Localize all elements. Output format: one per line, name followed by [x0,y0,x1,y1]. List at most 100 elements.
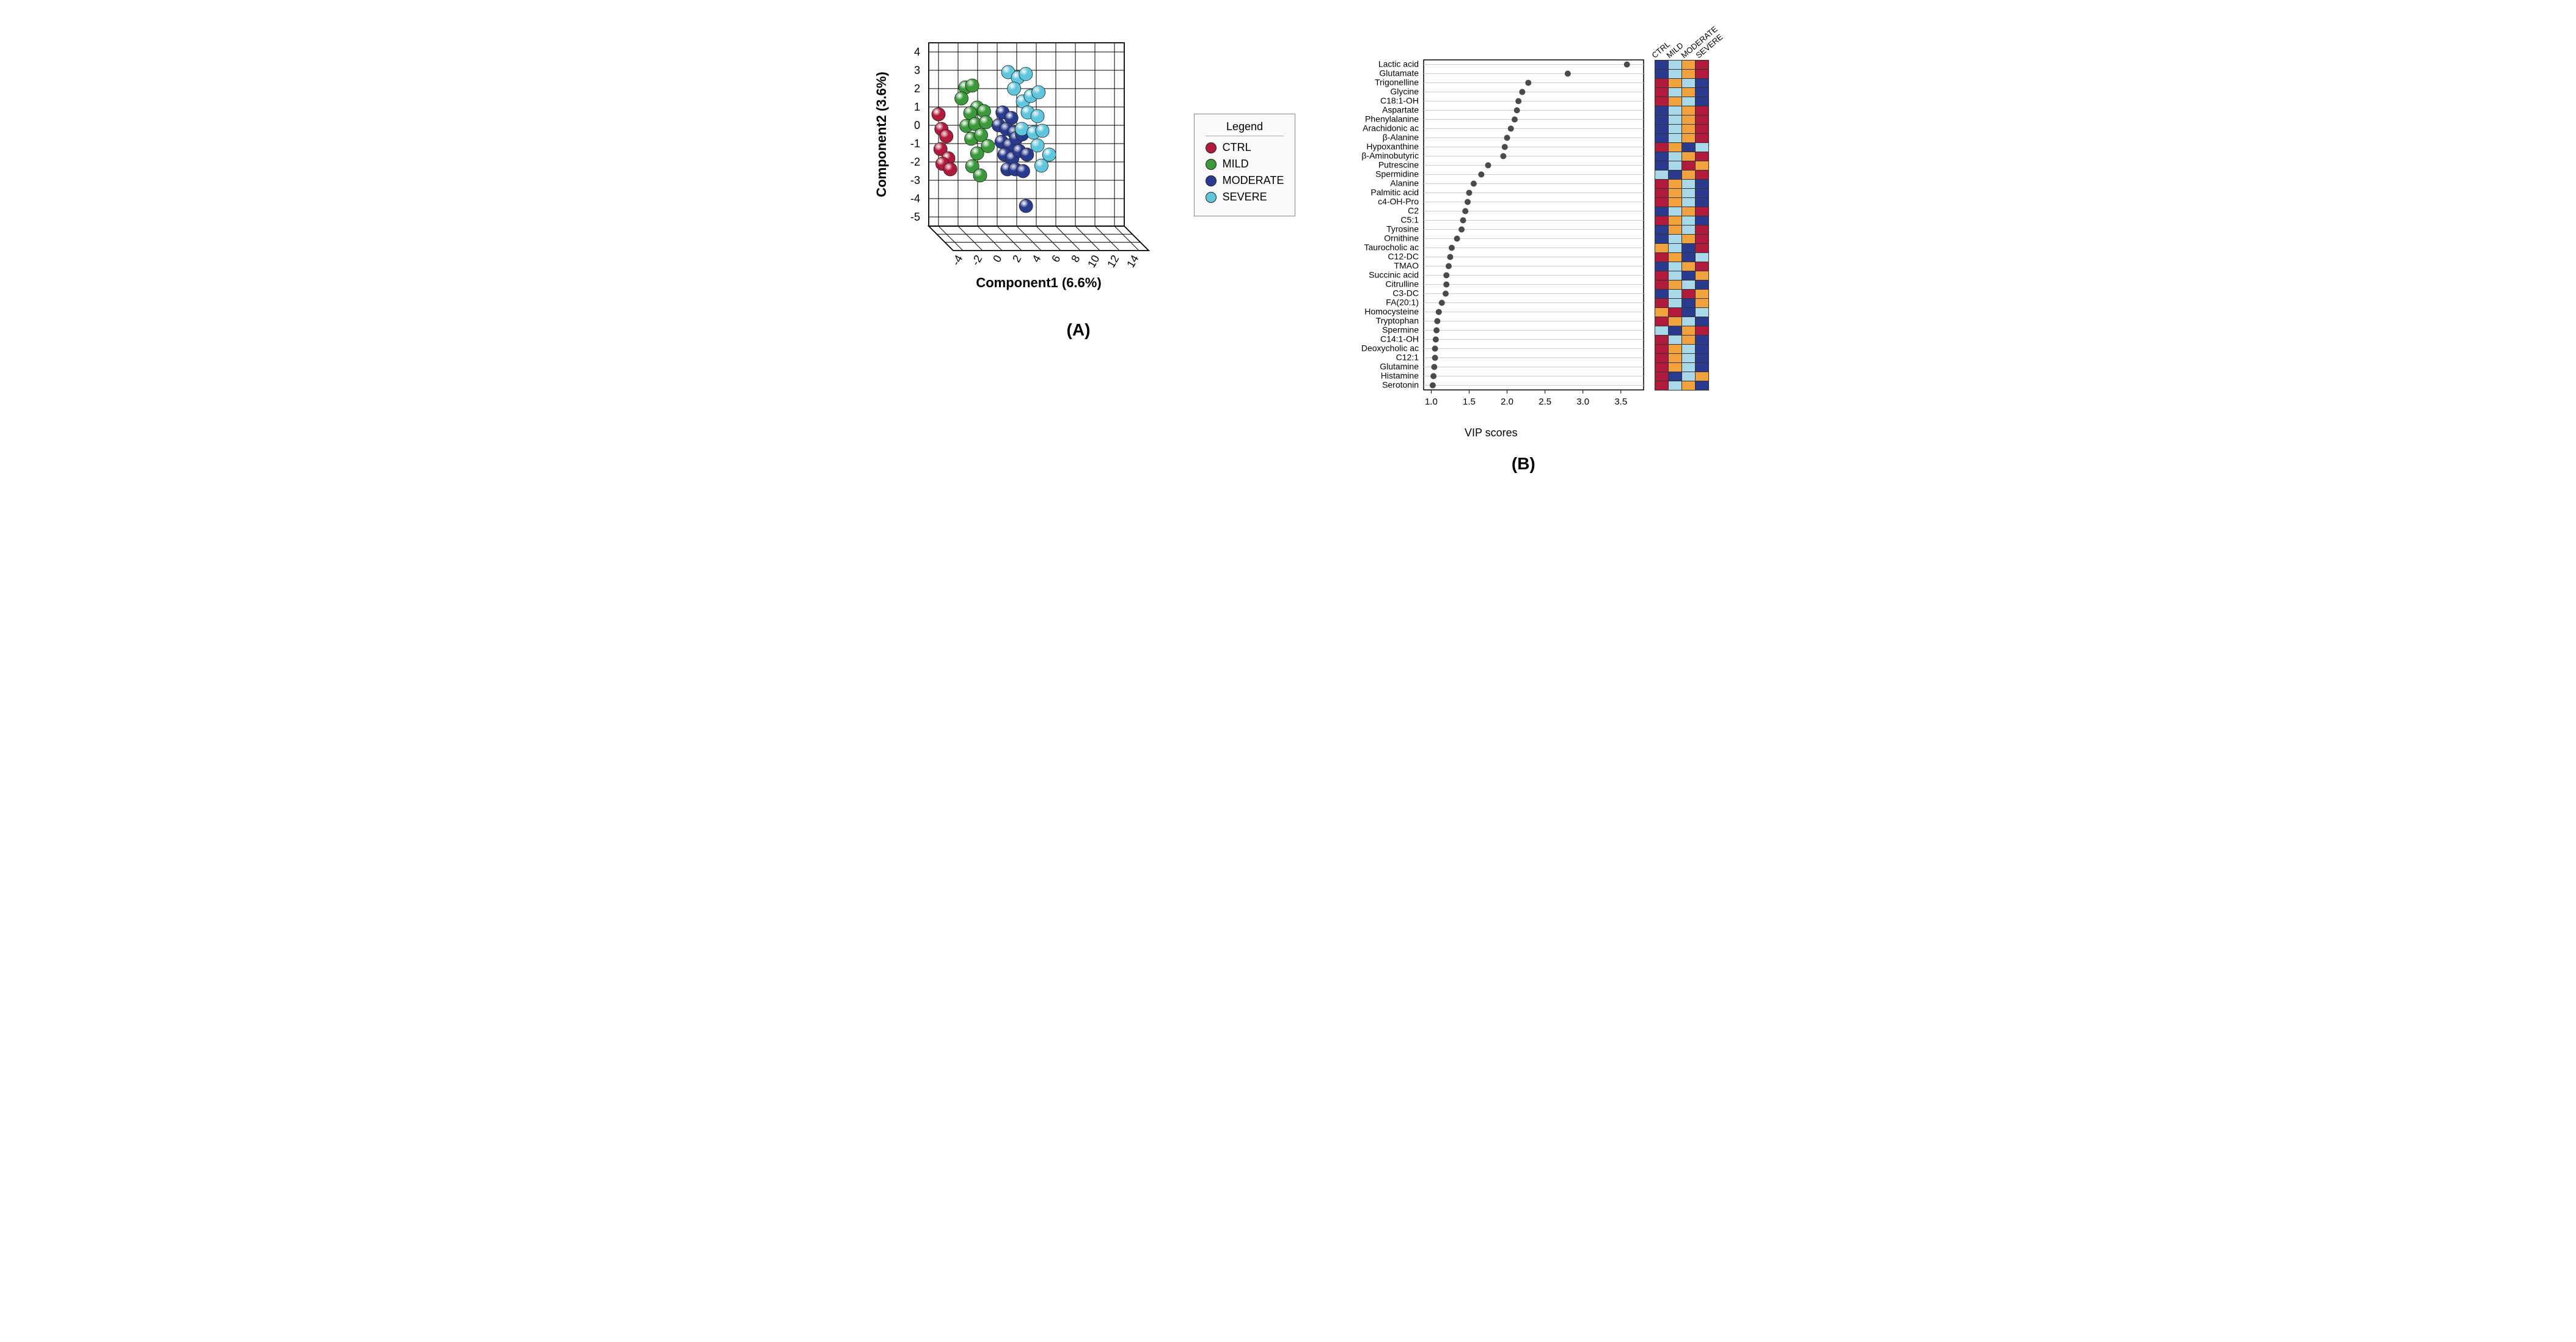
svg-text:10: 10 [1085,253,1102,270]
heatmap-cell [1682,235,1696,244]
legend-item: MODERATE [1206,174,1284,187]
svg-text:-5: -5 [910,211,920,223]
heatmap-cell [1669,97,1682,106]
svg-text:-3: -3 [910,174,920,186]
heatmap-cell [1682,189,1696,198]
svg-text:0: 0 [990,253,1004,265]
heatmap-cell [1655,280,1669,290]
scatter-point [979,116,992,129]
heatmap-cell [1669,88,1682,97]
svg-text:4: 4 [914,46,920,58]
svg-text:6: 6 [1049,253,1063,265]
heatmap-cell [1655,271,1669,280]
heatmap-cell [1669,106,1682,116]
heatmap-cell [1682,308,1696,317]
svg-text:1: 1 [914,101,920,113]
svg-text:2.5: 2.5 [1539,397,1552,407]
heatmap-cell [1669,125,1682,134]
heatmap-cell [1669,372,1682,381]
heatmap-cell [1655,134,1669,143]
heatmap-cell [1682,354,1696,363]
scatter-point [1031,109,1044,123]
heatmap-cell [1669,235,1682,244]
heatmap-cell [1669,363,1682,372]
heatmap-cell [1669,216,1682,226]
legend-item: SEVERE [1206,191,1284,204]
heatmap-cell [1696,79,1709,88]
scatter-point [943,163,957,176]
vip-dot [1444,273,1450,279]
vip-xlabel: VIP scores [1332,427,1650,439]
heatmap-cell [1655,97,1669,106]
heatmap-row [1655,143,1709,152]
svg-text:2.0: 2.0 [1501,397,1513,407]
heatmap-cell [1682,152,1696,161]
panel-a-label: (A) [1067,320,1091,340]
legend-dot-icon [1206,192,1217,203]
heatmap-cell [1696,253,1709,262]
scatter-point [939,130,953,143]
heatmap-cell [1682,290,1696,299]
heatmap-cell [1696,125,1709,134]
heatmap-row [1655,79,1709,88]
heatmap-headers: CTRLMILDMODERATESEVERE [1656,24,1714,60]
vip-row-label: Serotonin [1382,380,1419,390]
scatter-point [1015,122,1028,136]
scatter-3d-plot: -5-4-3-2-101234-4-202468101214Component2… [862,24,1179,306]
vip-dot [1433,337,1439,343]
heatmap-cell [1682,317,1696,326]
vip-row-label: β-Alanine [1383,133,1419,142]
heatmap-cell [1696,235,1709,244]
heatmap-row [1655,97,1709,106]
svg-text:1.0: 1.0 [1425,397,1438,407]
heatmap-cell [1669,143,1682,152]
heatmap-cell [1696,70,1709,79]
heatmap-cell [1669,280,1682,290]
legend-item: MILD [1206,158,1284,170]
svg-text:-2: -2 [969,253,984,268]
heatmap-cell [1669,253,1682,262]
heatmap-cell [1655,253,1669,262]
vip-dot [1565,71,1571,77]
heatmap-cell [1682,170,1696,180]
heatmap-cell [1669,262,1682,271]
heatmap-cell [1682,271,1696,280]
vip-row-label: Hypoxanthine [1367,142,1419,152]
heatmap-cell [1669,226,1682,235]
scatter-point [1031,86,1045,99]
heatmap-cell [1682,70,1696,79]
scatter-point [932,108,945,121]
heatmap-cell [1682,88,1696,97]
heatmap-cell [1696,244,1709,253]
vip-dot-plot: 1.01.52.02.53.03.5Lactic acidGlutamateTr… [1332,24,1650,420]
vip-dot [1430,373,1436,380]
vip-row-label: Tyrosine [1386,224,1419,234]
heatmap-cell [1669,170,1682,180]
heatmap-cell [1696,143,1709,152]
heatmap-cell [1682,299,1696,308]
figure-root: -5-4-3-2-101234-4-202468101214Component2… [0,0,2576,486]
heatmap-cell [1682,226,1696,235]
vip-row-label: Alanine [1391,178,1419,188]
heatmap-cell [1655,143,1669,152]
vip-row-label: TMAO [1394,261,1419,271]
vip-dot [1508,126,1514,132]
heatmap-cell [1696,345,1709,354]
heatmap-cell [1696,354,1709,363]
vip-dot [1432,346,1438,352]
heatmap-cell [1655,317,1669,326]
heatmap-cell [1655,161,1669,170]
scatter-wrap: -5-4-3-2-101234-4-202468101214Component2… [862,24,1296,306]
heatmap-row [1655,326,1709,336]
heatmap-cell [1682,106,1696,116]
heatmap-cell [1655,125,1669,134]
vip-row-label: Ornithine [1385,233,1419,243]
heatmap-cell [1669,61,1682,70]
legend-label: SEVERE [1223,191,1267,204]
heatmap-cell [1655,106,1669,116]
heatmap-row [1655,216,1709,226]
scatter-point [1020,148,1033,161]
legend-box: Legend CTRLMILDMODERATESEVERE [1194,114,1296,216]
heatmap-cell [1682,161,1696,170]
vip-row-label: C12-DC [1388,252,1419,262]
